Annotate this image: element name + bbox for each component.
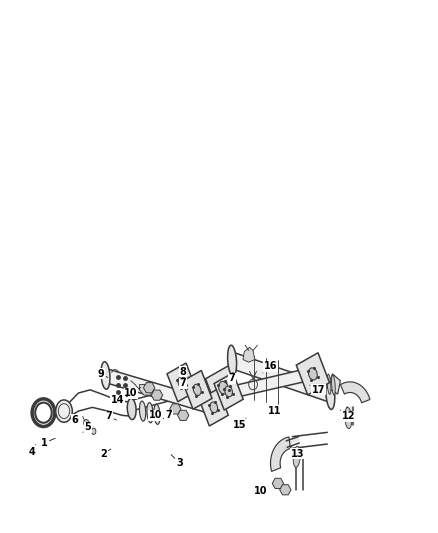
Text: 11: 11 [268, 406, 282, 416]
Ellipse shape [327, 374, 331, 394]
Text: 15: 15 [233, 418, 247, 430]
Polygon shape [271, 437, 290, 471]
Ellipse shape [345, 407, 352, 429]
Text: 1: 1 [41, 438, 55, 448]
Ellipse shape [92, 428, 96, 434]
Polygon shape [177, 410, 189, 421]
Text: 10: 10 [254, 486, 268, 496]
Text: 13: 13 [291, 446, 304, 458]
Text: 12: 12 [340, 410, 356, 422]
Ellipse shape [178, 377, 186, 388]
Text: 5: 5 [83, 422, 92, 432]
Ellipse shape [326, 379, 335, 409]
Text: 4: 4 [29, 445, 35, 456]
Ellipse shape [127, 398, 136, 419]
Polygon shape [340, 382, 370, 403]
Ellipse shape [293, 446, 300, 467]
Text: 7: 7 [226, 373, 236, 384]
Text: 2: 2 [100, 449, 111, 458]
Ellipse shape [219, 382, 227, 407]
Polygon shape [327, 374, 340, 394]
Text: 10: 10 [149, 410, 162, 421]
Ellipse shape [308, 368, 317, 380]
Polygon shape [296, 353, 329, 395]
Text: 3: 3 [171, 455, 183, 468]
Ellipse shape [306, 361, 314, 386]
Polygon shape [105, 368, 214, 414]
Text: 7: 7 [180, 378, 187, 390]
Text: 17: 17 [310, 385, 325, 395]
Polygon shape [272, 478, 284, 488]
Polygon shape [214, 373, 243, 410]
Polygon shape [144, 383, 155, 393]
Ellipse shape [84, 419, 89, 426]
Text: 9: 9 [98, 369, 108, 379]
Polygon shape [140, 384, 151, 395]
Polygon shape [243, 348, 255, 362]
Ellipse shape [101, 362, 110, 389]
Text: 8: 8 [180, 367, 188, 377]
Text: 10: 10 [124, 387, 141, 398]
Text: 14: 14 [111, 395, 128, 406]
Text: 7: 7 [162, 410, 172, 421]
Ellipse shape [147, 402, 153, 423]
Polygon shape [170, 404, 181, 414]
Polygon shape [205, 365, 241, 410]
Ellipse shape [210, 402, 218, 413]
Polygon shape [280, 484, 291, 495]
Ellipse shape [219, 381, 228, 394]
Polygon shape [182, 370, 212, 409]
Ellipse shape [193, 384, 201, 395]
Text: 6: 6 [71, 415, 78, 425]
Ellipse shape [139, 401, 146, 421]
Ellipse shape [208, 393, 217, 421]
Ellipse shape [154, 404, 160, 424]
Ellipse shape [332, 375, 335, 395]
Polygon shape [231, 353, 332, 402]
Ellipse shape [225, 386, 233, 397]
Polygon shape [223, 368, 311, 400]
Polygon shape [151, 390, 162, 400]
Ellipse shape [228, 345, 237, 376]
Text: 16: 16 [263, 361, 277, 373]
Text: 7: 7 [106, 411, 117, 422]
Polygon shape [167, 363, 197, 402]
Ellipse shape [56, 400, 72, 422]
Polygon shape [199, 389, 228, 426]
